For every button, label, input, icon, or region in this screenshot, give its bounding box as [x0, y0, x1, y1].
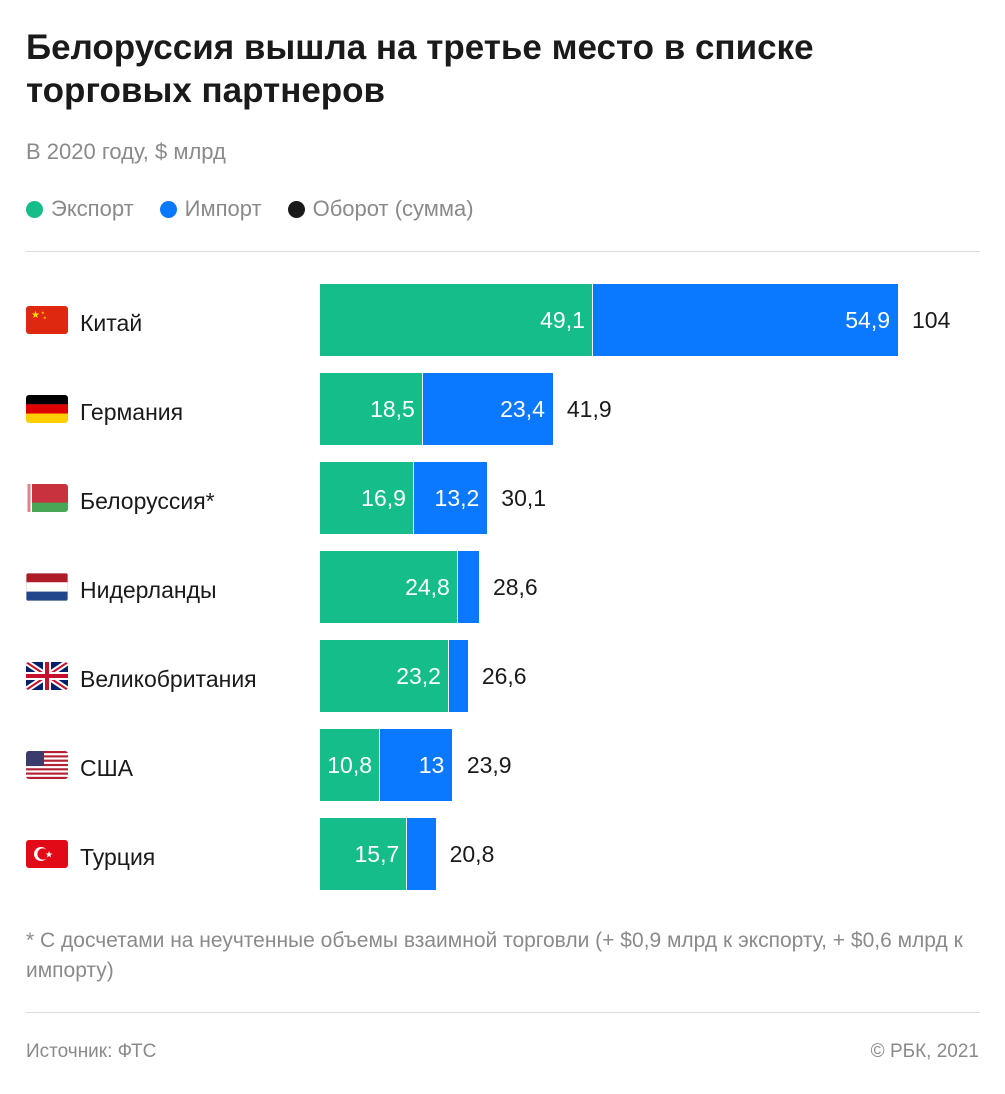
export-bar	[320, 462, 413, 534]
export-bar	[320, 640, 448, 712]
legend-item-total: Оборот (сумма)	[287, 196, 474, 222]
bottom-divider	[26, 1012, 980, 1013]
category-label: Нидерланды	[80, 576, 217, 603]
export-value-label: 49,1	[540, 307, 585, 333]
export-value-label: 10,8	[327, 752, 373, 778]
category-label: Белоруссия*	[80, 487, 215, 514]
usa-flag-icon	[26, 751, 68, 785]
export-bar	[320, 373, 422, 445]
turkey-flag-icon: ★	[26, 840, 68, 874]
import-bar	[380, 729, 453, 801]
category-label-row: Германия	[26, 395, 183, 429]
import-bar	[413, 462, 488, 534]
uk-flag-icon	[26, 662, 68, 696]
china-flag-icon: ★ ★ ★	[26, 306, 68, 340]
import-bar	[422, 373, 553, 445]
total-value-label: 20,8	[449, 841, 495, 867]
legend: Экспорт Импорт Оборот (сумма)	[26, 196, 474, 222]
category-label-row: ★ Турция	[26, 840, 155, 874]
legend-label-export: Экспорт	[51, 196, 134, 221]
legend-label-import: Импорт	[184, 196, 262, 221]
total-value-label: 104	[912, 307, 951, 333]
top-divider	[26, 251, 980, 252]
chart-title: Белоруссия вышла на третье место в списк…	[26, 28, 814, 110]
import-bar	[407, 818, 436, 890]
import-bar	[592, 284, 898, 356]
import-value-label: 23,4	[500, 396, 545, 422]
legend-dot-import	[159, 200, 177, 218]
import-bar	[457, 551, 479, 623]
export-bar	[320, 729, 380, 801]
legend-item-import: Импорт	[159, 196, 262, 222]
category-label: США	[80, 754, 134, 781]
category-label-row: Белоруссия*	[26, 484, 215, 518]
belarus-flag-icon	[26, 484, 68, 518]
germany-flag-icon	[26, 395, 68, 429]
legend-label-total: Оборот (сумма)	[312, 196, 474, 221]
import-value-label: 54,9	[845, 307, 890, 333]
export-value-label: 15,7	[354, 841, 400, 867]
category-label-row: США	[26, 751, 133, 785]
copyright: © РБК, 2021	[870, 1041, 979, 1062]
export-value-label: 16,9	[361, 485, 406, 511]
total-value-label: 23,9	[466, 752, 512, 778]
netherlands-flag-icon	[26, 573, 68, 607]
legend-dot-export	[26, 200, 43, 218]
total-value-label: 26,6	[481, 663, 527, 689]
svg-text:★: ★	[43, 315, 47, 320]
footnote: * С досчетами на неучтенные объемы взаим…	[26, 929, 963, 982]
category-label: Германия	[80, 398, 184, 425]
import-bar	[448, 640, 468, 712]
export-value-label: 24,8	[405, 574, 450, 600]
category-label: Великобритания	[80, 665, 257, 692]
category-label: Китай	[80, 309, 143, 336]
category-label-row: ★ ★ ★ Китай	[26, 306, 142, 340]
svg-text:★: ★	[41, 310, 45, 315]
export-value-label: 18,5	[370, 396, 415, 422]
category-label-row: Нидерланды	[26, 573, 217, 607]
import-value-label: 13	[418, 752, 445, 778]
total-value-label: 30,1	[501, 485, 547, 511]
export-bar	[320, 284, 592, 356]
category-label-row: Великобритания	[26, 662, 257, 696]
total-value-label: 41,9	[566, 396, 612, 422]
export-value-label: 23,2	[396, 663, 441, 689]
chart-subtitle: В 2020 году, $ млрд	[26, 139, 226, 164]
legend-item-export: Экспорт	[26, 196, 134, 222]
category-label: Турция	[80, 843, 156, 870]
total-value-label: 28,6	[492, 574, 538, 600]
svg-text:★: ★	[45, 850, 53, 860]
import-value-label: 13,2	[434, 485, 480, 511]
svg-text:★: ★	[31, 310, 40, 321]
legend-dot-total	[287, 200, 305, 218]
source: Источник: ФТС	[26, 1041, 157, 1062]
export-bar	[320, 818, 407, 890]
export-bar	[320, 551, 457, 623]
